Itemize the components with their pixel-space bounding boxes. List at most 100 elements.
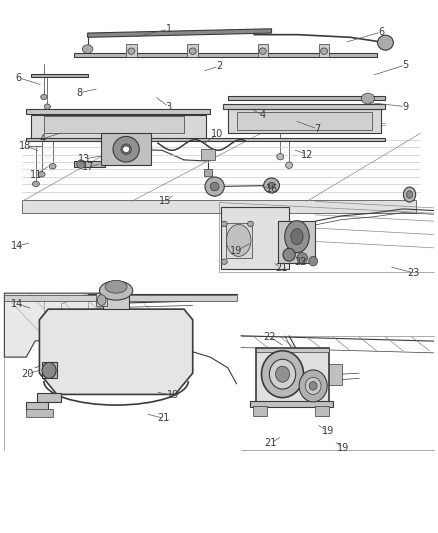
- Ellipse shape: [299, 370, 327, 402]
- Text: 21: 21: [158, 414, 170, 423]
- Polygon shape: [42, 362, 57, 378]
- Polygon shape: [256, 348, 328, 402]
- Bar: [204, 169, 212, 176]
- Ellipse shape: [361, 93, 374, 104]
- Text: 19: 19: [230, 246, 243, 255]
- Ellipse shape: [305, 377, 321, 394]
- Bar: [126, 44, 137, 57]
- Ellipse shape: [44, 104, 50, 109]
- Bar: [315, 406, 329, 416]
- Polygon shape: [37, 393, 61, 402]
- Text: 12: 12: [301, 150, 314, 159]
- Text: 14: 14: [11, 241, 23, 251]
- Text: 19: 19: [337, 443, 350, 453]
- Text: 3: 3: [166, 102, 172, 111]
- Ellipse shape: [41, 94, 47, 100]
- Ellipse shape: [276, 366, 290, 382]
- Ellipse shape: [32, 181, 39, 187]
- Ellipse shape: [128, 48, 135, 54]
- Ellipse shape: [403, 187, 416, 202]
- Ellipse shape: [321, 48, 328, 54]
- Bar: [26, 409, 53, 417]
- Polygon shape: [223, 104, 385, 109]
- Polygon shape: [26, 402, 48, 410]
- Ellipse shape: [247, 221, 254, 227]
- Bar: [96, 293, 107, 306]
- Text: 9: 9: [402, 102, 408, 111]
- Ellipse shape: [378, 35, 393, 50]
- Bar: [319, 44, 329, 57]
- Ellipse shape: [277, 154, 284, 160]
- Ellipse shape: [268, 182, 275, 189]
- Polygon shape: [256, 348, 328, 352]
- Polygon shape: [237, 112, 372, 130]
- Ellipse shape: [264, 178, 279, 193]
- Bar: [187, 44, 198, 57]
- Bar: [328, 364, 342, 385]
- Ellipse shape: [309, 382, 317, 390]
- Text: 14: 14: [11, 299, 24, 309]
- Text: 17: 17: [82, 163, 95, 172]
- Text: 2: 2: [216, 61, 222, 71]
- Ellipse shape: [291, 229, 303, 245]
- Ellipse shape: [42, 362, 56, 378]
- Ellipse shape: [297, 253, 307, 263]
- Bar: [103, 293, 129, 309]
- Text: 22: 22: [264, 332, 276, 342]
- Text: 21: 21: [275, 263, 287, 272]
- Bar: [201, 149, 215, 160]
- Ellipse shape: [210, 182, 219, 191]
- Ellipse shape: [121, 144, 131, 155]
- Polygon shape: [44, 116, 184, 133]
- Ellipse shape: [226, 224, 251, 256]
- Polygon shape: [221, 207, 289, 269]
- Text: 20: 20: [21, 369, 33, 379]
- Bar: [226, 223, 252, 258]
- Bar: [101, 133, 151, 165]
- Polygon shape: [31, 74, 88, 77]
- Ellipse shape: [77, 160, 85, 168]
- Ellipse shape: [99, 281, 133, 300]
- Text: 21: 21: [265, 439, 277, 448]
- Ellipse shape: [113, 136, 139, 162]
- Ellipse shape: [285, 221, 309, 253]
- Text: 4: 4: [260, 110, 266, 120]
- Text: 13: 13: [78, 154, 90, 164]
- Ellipse shape: [269, 359, 296, 389]
- Text: 10: 10: [211, 130, 223, 139]
- Polygon shape: [26, 138, 385, 141]
- Polygon shape: [74, 161, 105, 167]
- Polygon shape: [228, 96, 385, 100]
- Polygon shape: [88, 29, 272, 37]
- Text: 23: 23: [408, 268, 420, 278]
- Ellipse shape: [261, 351, 304, 398]
- Bar: [258, 44, 268, 57]
- Text: 6: 6: [378, 27, 384, 37]
- Polygon shape: [228, 109, 381, 133]
- Ellipse shape: [82, 45, 93, 53]
- Ellipse shape: [286, 162, 293, 168]
- Text: 15: 15: [159, 197, 172, 206]
- Polygon shape: [22, 200, 416, 213]
- Text: 7: 7: [314, 124, 321, 134]
- Polygon shape: [39, 309, 193, 394]
- Ellipse shape: [406, 191, 413, 198]
- Polygon shape: [250, 401, 333, 407]
- Polygon shape: [26, 109, 210, 114]
- Polygon shape: [4, 293, 105, 357]
- Ellipse shape: [205, 177, 224, 196]
- Text: 16: 16: [266, 184, 279, 193]
- Text: 4: 4: [40, 134, 46, 143]
- Ellipse shape: [259, 48, 266, 54]
- Ellipse shape: [221, 221, 227, 227]
- Text: 1: 1: [166, 25, 172, 34]
- Polygon shape: [278, 221, 315, 263]
- Text: 11: 11: [30, 170, 42, 180]
- Ellipse shape: [38, 172, 45, 177]
- Text: 6: 6: [16, 73, 22, 83]
- Ellipse shape: [221, 259, 227, 264]
- Bar: [253, 406, 267, 416]
- Ellipse shape: [123, 146, 130, 152]
- Text: 22: 22: [294, 257, 307, 267]
- Ellipse shape: [97, 295, 106, 305]
